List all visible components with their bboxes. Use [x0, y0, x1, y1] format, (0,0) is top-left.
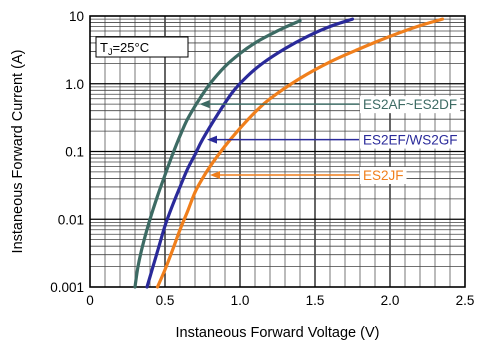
- series-label-background: [360, 131, 461, 149]
- series-line-2: [145, 17, 355, 289]
- temperature-annotation: TJ=25°C: [95, 36, 189, 58]
- series-line-3: [155, 17, 445, 289]
- x-tick-label: 0: [86, 293, 94, 308]
- x-tick-label: 2.0: [381, 293, 400, 308]
- series-arrow-head-1: [199, 100, 210, 109]
- series-label-2: ES2EF/WS2GF: [363, 133, 458, 148]
- x-tick-label: 0.5: [156, 293, 175, 308]
- y-tick-label: 10: [69, 9, 84, 24]
- x-tick-label: 2.5: [456, 293, 475, 308]
- series-layer: [133, 17, 445, 289]
- x-axis-label: Instaneous Forward Voltage (V): [176, 325, 380, 341]
- plot-frame: [89, 15, 466, 288]
- series-arrow-head-3: [210, 170, 220, 179]
- y-tick-label: 0.01: [58, 212, 84, 227]
- series-label-background: [360, 96, 461, 114]
- series-labels: ES2AF~ES2DF ES2EF/WS2GF ES2JF: [199, 96, 461, 184]
- y-axis-label: Instaneous Forward Current (A): [10, 50, 26, 254]
- y-tick-label: 0.1: [65, 145, 84, 160]
- x-tick-label: 1.5: [306, 293, 325, 308]
- annotation-subscript: J: [108, 47, 113, 57]
- annotation-box: [95, 36, 189, 58]
- y-tick-label: 1.0: [65, 77, 84, 92]
- x-tick-label: 1.0: [231, 293, 250, 308]
- tick-labels: 0 0.5 1.0 1.5 2.0 2.5 0.001 0.01 0.1 1.0 10: [50, 9, 474, 308]
- series-arrow-head-2: [207, 135, 217, 144]
- annotation-suffix: =25°C: [112, 40, 149, 55]
- y-tick-label: 0.001: [50, 280, 84, 295]
- series-label-background: [360, 166, 407, 184]
- series-line-1: [133, 19, 302, 289]
- series-label-1: ES2AF~ES2DF: [363, 97, 457, 112]
- annotation-prefix: T: [100, 40, 108, 55]
- annotation-text: TJ=25°C: [100, 40, 149, 57]
- series-label-3: ES2JF: [363, 168, 404, 183]
